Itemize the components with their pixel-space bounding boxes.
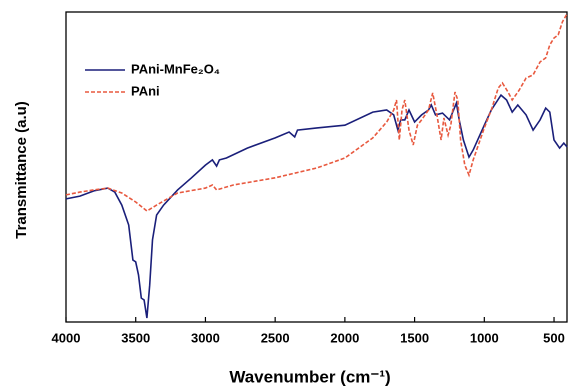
x-tick-label: 1500	[400, 330, 429, 345]
legend-label: PAni	[131, 83, 160, 98]
plot-frame	[65, 11, 568, 323]
x-tick-label: 1000	[470, 330, 499, 345]
x-tick-label: 500	[543, 330, 565, 345]
x-tick-label: 3000	[191, 330, 220, 345]
legend-label: PAni-MnFe₂O₄	[131, 61, 220, 76]
x-tick-label: 2000	[330, 330, 359, 345]
series-line	[65, 13, 568, 212]
x-axis-label: Wavenumber (cm⁻¹)	[229, 367, 390, 386]
x-tick-label: 3500	[121, 330, 150, 345]
x-tick-label: 2500	[261, 330, 290, 345]
series-line	[65, 93, 568, 319]
x-tick-label: 4000	[52, 330, 81, 345]
y-axis-label: Transmittance (a.u)	[13, 101, 30, 239]
